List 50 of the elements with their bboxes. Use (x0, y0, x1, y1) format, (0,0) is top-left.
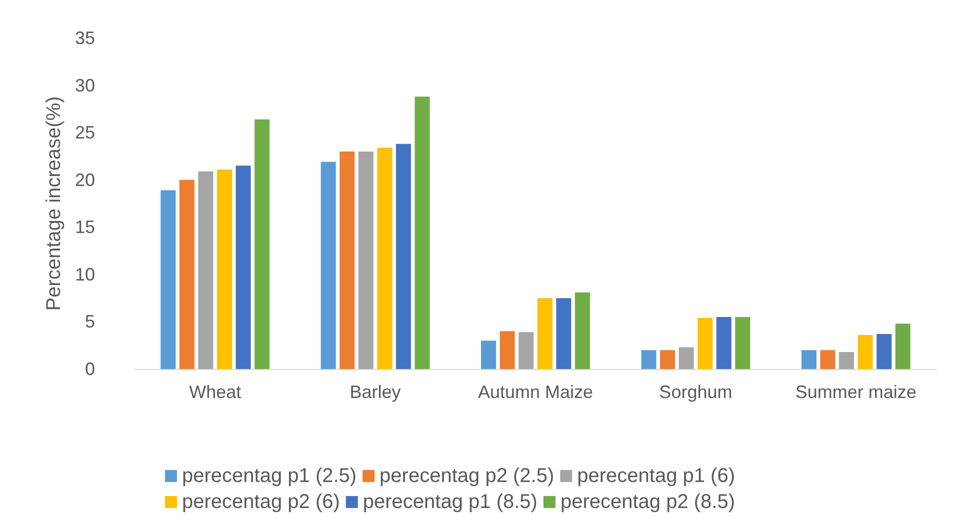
x-tick-label: Wheat (189, 382, 242, 402)
bar (358, 151, 374, 369)
bar (838, 352, 854, 369)
bar (660, 350, 676, 369)
bar (500, 331, 515, 369)
bar (254, 119, 270, 369)
bar (895, 324, 910, 369)
y-tick-label: 30 (74, 75, 95, 96)
y-tick-label: 10 (74, 264, 95, 284)
y-tick-label: 35 (74, 28, 95, 48)
bar (820, 350, 836, 369)
x-tick-label: Barley (350, 382, 401, 402)
bar (216, 169, 232, 369)
bar (518, 332, 534, 369)
x-tick-label: Sorghum (659, 382, 732, 402)
bar (198, 171, 214, 369)
bar (556, 298, 572, 369)
legend-label: perecentag p2 (8.5) (560, 491, 736, 513)
y-tick-label: 15 (74, 217, 95, 238)
bar (876, 334, 892, 369)
y-tick-label: 25 (74, 122, 95, 143)
bar (320, 162, 336, 369)
bar (698, 318, 713, 369)
bar (236, 166, 251, 369)
bar (481, 340, 496, 369)
legend-label: perecentag p1 (6) (577, 465, 736, 487)
y-axis-title: Percentage increase(%) (43, 96, 66, 311)
legend-label: perecentag p2 (2.5) (380, 465, 554, 487)
x-tick-label: Summer maize (795, 382, 916, 402)
bar (716, 316, 732, 369)
bar (396, 144, 411, 369)
bar (858, 334, 873, 369)
bar (414, 96, 430, 369)
bar (537, 298, 552, 369)
bar (340, 151, 355, 369)
y-tick-label: 5 (84, 312, 95, 332)
legend-label: perecentag p1 (2.5) (182, 465, 357, 487)
bar (641, 350, 656, 369)
bar (735, 316, 750, 369)
y-tick-label: 0 (84, 359, 95, 379)
bar (678, 347, 694, 369)
x-tick-label: Autumn Maize (478, 382, 594, 402)
bar (801, 350, 816, 369)
bar (160, 190, 176, 369)
bar (179, 180, 194, 369)
bar (377, 148, 392, 369)
y-tick-label: 20 (74, 170, 95, 190)
legend-label: perecentag p2 (6) (182, 491, 340, 513)
legend-label: perecentag p1 (8.5) (362, 491, 538, 513)
bar (574, 292, 590, 369)
